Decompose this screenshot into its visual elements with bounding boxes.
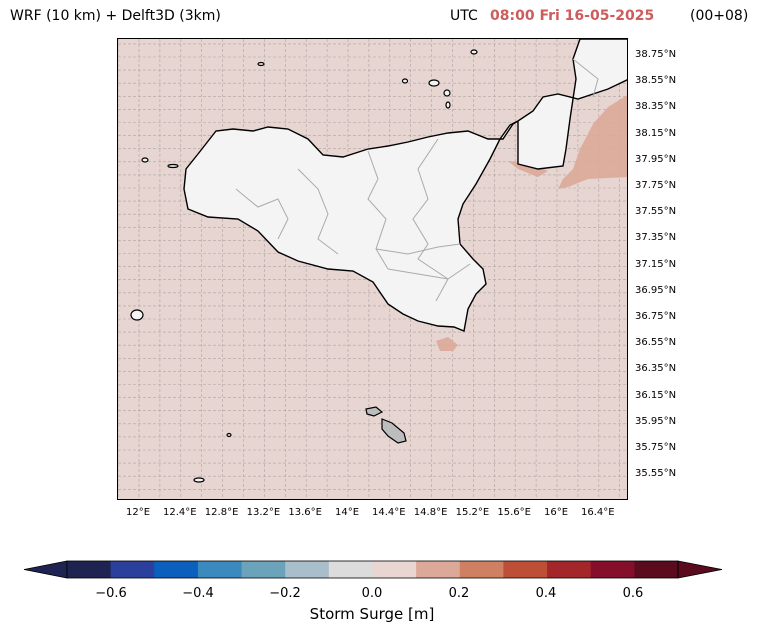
lat-label: 38.35°N <box>635 101 677 113</box>
colorbar <box>23 560 723 579</box>
forecast-timestamp: 08:00 Fri 16-05-2025 <box>490 8 655 24</box>
lat-label: 36.75°N <box>635 311 677 322</box>
lon-label: 16°E <box>543 507 569 518</box>
lat-label: 35.55°N <box>635 468 677 480</box>
lon-label: 13.6°E <box>288 507 322 518</box>
lat-label: 36.15°N <box>635 389 677 401</box>
colorbar-segment <box>416 561 461 578</box>
lon-label: 14.4°E <box>372 507 406 518</box>
colorbar-segment <box>285 561 330 578</box>
lat-label: 37.95°N <box>635 153 677 165</box>
lat-label: 37.55°N <box>635 206 677 218</box>
lat-label: 37.15°N <box>635 258 677 270</box>
lat-label: 37.35°N <box>635 232 677 244</box>
colorbar-segment <box>372 561 417 578</box>
lat-label: 38.55°N <box>635 75 677 87</box>
model-title: WRF (10 km) + Delft3D (3km) <box>10 8 221 24</box>
lat-label: 38.75°N <box>635 49 677 60</box>
colorbar-segment <box>328 561 373 578</box>
colorbar-tick: −0.4 <box>182 586 214 601</box>
lon-label: 14.8°E <box>413 507 448 518</box>
colorbar-segment <box>634 561 679 578</box>
lon-label: 15.6°E <box>497 507 531 518</box>
surge-patch-south-cape <box>436 337 458 351</box>
colorbar-segment <box>459 561 504 578</box>
colorbar-segment <box>67 561 112 578</box>
lead-time: (00+08) <box>690 8 749 24</box>
colorbar-tick: 0.4 <box>535 586 557 601</box>
lon-label: 12°E <box>125 507 151 518</box>
colorbar-label: Storm Surge [m] <box>309 605 435 623</box>
colorbar-segment <box>590 561 635 578</box>
lat-label: 35.75°N <box>635 442 677 453</box>
lon-label: 15.2°E <box>455 507 490 518</box>
utc-label: UTC <box>450 8 478 24</box>
gozo-island <box>365 406 384 417</box>
map-canvas <box>118 39 627 499</box>
lon-label: 12.4°E <box>163 507 197 518</box>
colorbar-segment <box>197 561 243 578</box>
colorbar-segment <box>110 561 155 578</box>
malta-island <box>381 418 407 444</box>
lat-label: 36.35°N <box>635 363 677 375</box>
lat-label: 36.95°N <box>635 284 677 296</box>
surge-patch-strait <box>508 161 548 177</box>
lon-label: 13.2°E <box>246 507 281 518</box>
lon-label: 12.8°E <box>204 507 239 518</box>
colorbar-segment <box>547 561 592 578</box>
colorbar-tick: 0.6 <box>622 586 644 601</box>
lat-label: 35.95°N <box>635 415 677 427</box>
map-panel <box>117 38 628 500</box>
colorbar-tick: 0.2 <box>448 586 470 601</box>
small-islands <box>130 49 478 483</box>
lat-label: 36.55°N <box>635 337 677 349</box>
colorbar-tick: 0.0 <box>361 586 383 601</box>
colorbar-tick: −0.2 <box>269 586 301 601</box>
colorbar-segment <box>154 561 199 578</box>
lat-label: 38.15°N <box>635 127 677 139</box>
lon-label: 16.4°E <box>581 507 615 518</box>
lat-label: 37.75°N <box>635 180 677 191</box>
surge-patch-ionian-coast <box>558 95 627 189</box>
colorbar-segment <box>241 561 286 578</box>
colorbar-tick: −0.6 <box>95 586 127 601</box>
sicily-island <box>183 39 627 332</box>
colorbar-segment <box>503 561 548 578</box>
lon-label: 14°E <box>334 507 360 518</box>
province-boundaries <box>235 58 599 302</box>
